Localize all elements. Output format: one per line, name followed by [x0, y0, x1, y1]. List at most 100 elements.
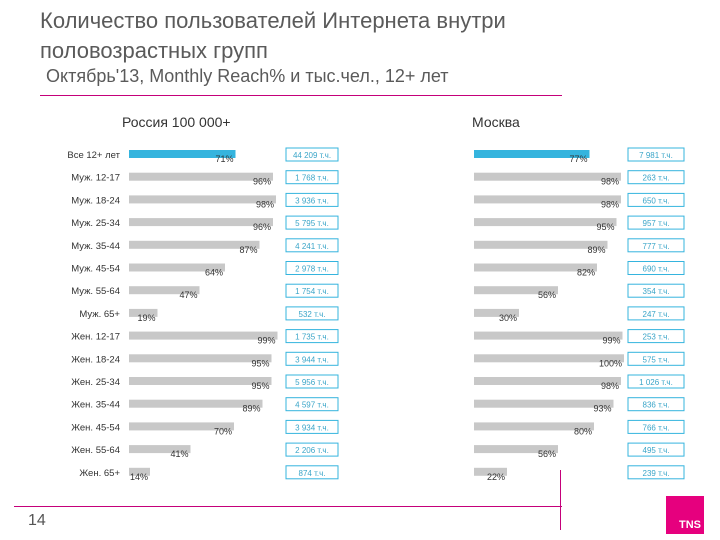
count-label: 650 т.ч. — [643, 196, 670, 205]
count-label: 575 т.ч. — [643, 355, 670, 364]
count-box — [285, 351, 339, 366]
bar-value-label: 70% — [214, 426, 232, 436]
bar-value-label: 96% — [253, 222, 271, 232]
count-box — [285, 283, 339, 298]
bar-value-label: 56% — [538, 290, 556, 300]
bar-value-label: 95% — [596, 222, 614, 232]
bar — [129, 377, 272, 385]
count-label: 2 978 т.ч. — [295, 265, 329, 274]
count-box — [285, 419, 339, 434]
bar-value-label: 89% — [587, 245, 605, 255]
count-label: 1 026 т.ч. — [639, 378, 673, 387]
count-label: 3 936 т.ч. — [295, 196, 329, 205]
bar — [474, 218, 617, 227]
bar-value-label: 98% — [601, 381, 619, 391]
category-label: Жен. 45-54 — [71, 422, 120, 433]
count-label: 766 т.ч. — [643, 423, 670, 432]
bar — [474, 286, 558, 295]
footer-divider-horizontal — [14, 506, 562, 507]
bar — [129, 286, 200, 295]
count-label: 957 т.ч. — [643, 219, 670, 228]
count-box — [285, 215, 339, 230]
count-label: 263 т.ч. — [643, 174, 670, 183]
bar-value-label: 99% — [602, 336, 620, 346]
bar-value-label: 30% — [499, 313, 517, 323]
count-label: 1 754 т.ч. — [295, 287, 329, 296]
bar — [129, 422, 234, 431]
count-label: 495 т.ч. — [643, 446, 670, 455]
bar — [474, 422, 594, 431]
bar — [474, 195, 621, 204]
category-label: Все 12+ лет — [67, 150, 120, 161]
count-box — [285, 374, 339, 389]
bar — [129, 445, 191, 454]
count-box — [627, 238, 685, 253]
bar-value-label: 95% — [251, 358, 269, 368]
bar — [129, 218, 273, 227]
bar-value-label: 98% — [601, 177, 619, 187]
count-box — [285, 238, 339, 253]
bar-value-label: 96% — [253, 177, 271, 187]
count-box — [285, 192, 339, 207]
bar — [129, 172, 273, 181]
bar — [129, 354, 272, 363]
count-box — [627, 147, 685, 162]
bar — [129, 331, 278, 340]
count-label: 5 956 т.ч. — [295, 378, 329, 387]
page-title: Количество пользователей Интернета внутр… — [40, 8, 506, 63]
bar — [474, 172, 621, 181]
bar-value-label: 99% — [257, 336, 275, 346]
count-label: 4 241 т.ч. — [295, 242, 329, 251]
bar-value-label: 95% — [251, 381, 269, 391]
tns-logo-text: TNS — [679, 519, 701, 531]
page-subtitle: Октябрь'13, Monthly Reach% и тыс.чел., 1… — [46, 66, 449, 86]
bar — [474, 445, 558, 454]
series-title-russia: Россия 100 000+ — [122, 114, 231, 130]
bar — [474, 263, 597, 272]
count-label: 3 944 т.ч. — [295, 355, 329, 364]
bar — [129, 467, 150, 476]
bar — [474, 150, 590, 158]
tns-logo: TNS — [666, 496, 704, 534]
bar-value-label: 64% — [205, 268, 223, 278]
bar-value-label: 77% — [569, 154, 587, 164]
category-label: Муж. 35-44 — [71, 241, 120, 252]
bar-value-label: 89% — [242, 404, 260, 414]
count-box — [627, 283, 685, 298]
bar — [129, 240, 260, 249]
bar-value-label: 19% — [137, 313, 155, 323]
category-label: Жен. 25-34 — [71, 377, 120, 388]
bar-value-label: 41% — [170, 449, 188, 459]
count-label: 2 206 т.ч. — [295, 446, 329, 455]
header-divider — [40, 95, 562, 96]
bar-value-label: 22% — [487, 472, 505, 482]
category-label: Муж. 55-64 — [71, 286, 120, 297]
bar-value-label: 47% — [179, 290, 197, 300]
count-box — [627, 374, 685, 389]
count-label: 874 т.ч. — [299, 469, 326, 478]
count-box — [285, 465, 339, 480]
count-box — [285, 442, 339, 457]
count-box — [627, 465, 685, 480]
bar — [474, 331, 623, 340]
category-label: Жен. 55-64 — [71, 445, 120, 456]
count-label: 777 т.ч. — [643, 242, 670, 251]
count-label: 836 т.ч. — [643, 401, 670, 410]
bar-value-label: 80% — [574, 426, 592, 436]
bar-value-label: 14% — [130, 472, 148, 482]
count-box — [285, 147, 339, 162]
count-box — [285, 329, 339, 344]
category-label: Муж. 18-24 — [71, 195, 120, 206]
count-box — [285, 397, 339, 412]
count-label: 247 т.ч. — [643, 310, 670, 319]
count-label: 3 934 т.ч. — [295, 423, 329, 432]
bar — [474, 240, 608, 249]
bar — [474, 354, 624, 363]
count-label: 239 т.ч. — [643, 469, 670, 478]
bar-value-label: 71% — [215, 154, 233, 164]
count-box — [285, 170, 339, 185]
count-label: 1 768 т.ч. — [295, 174, 329, 183]
count-label: 354 т.ч. — [643, 287, 670, 296]
count-box — [285, 261, 339, 275]
bar-value-label: 56% — [538, 449, 556, 459]
